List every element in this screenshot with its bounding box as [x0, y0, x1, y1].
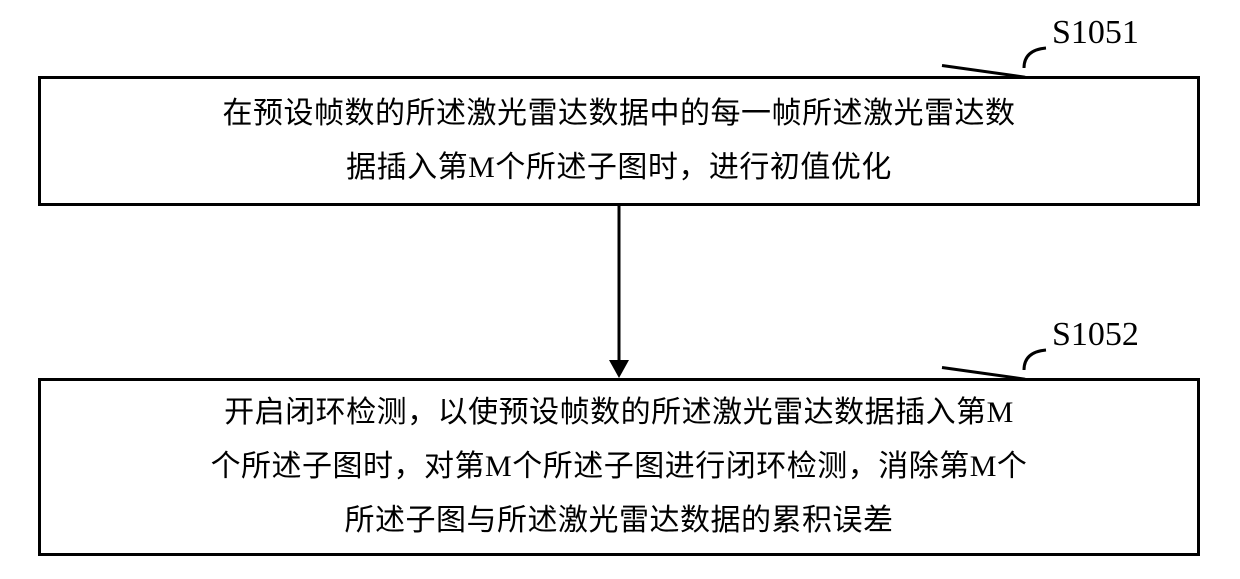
flowchart-box-s1052-text: 开启闭环检测，以使预设帧数的所述激光雷达数据插入第M 个所述子图时，对第M个所述… — [69, 386, 1169, 548]
flowchart-canvas: 在预设帧数的所述激光雷达数据中的每一帧所述激光雷达数 据插入第M个所述子图时，进… — [0, 0, 1240, 579]
callout-curve-s1052 — [1022, 344, 1050, 372]
step-label-s1052: S1052 — [1052, 316, 1139, 354]
flowchart-box-s1052: 开启闭环检测，以使预设帧数的所述激光雷达数据插入第M 个所述子图时，对第M个所述… — [38, 378, 1200, 556]
